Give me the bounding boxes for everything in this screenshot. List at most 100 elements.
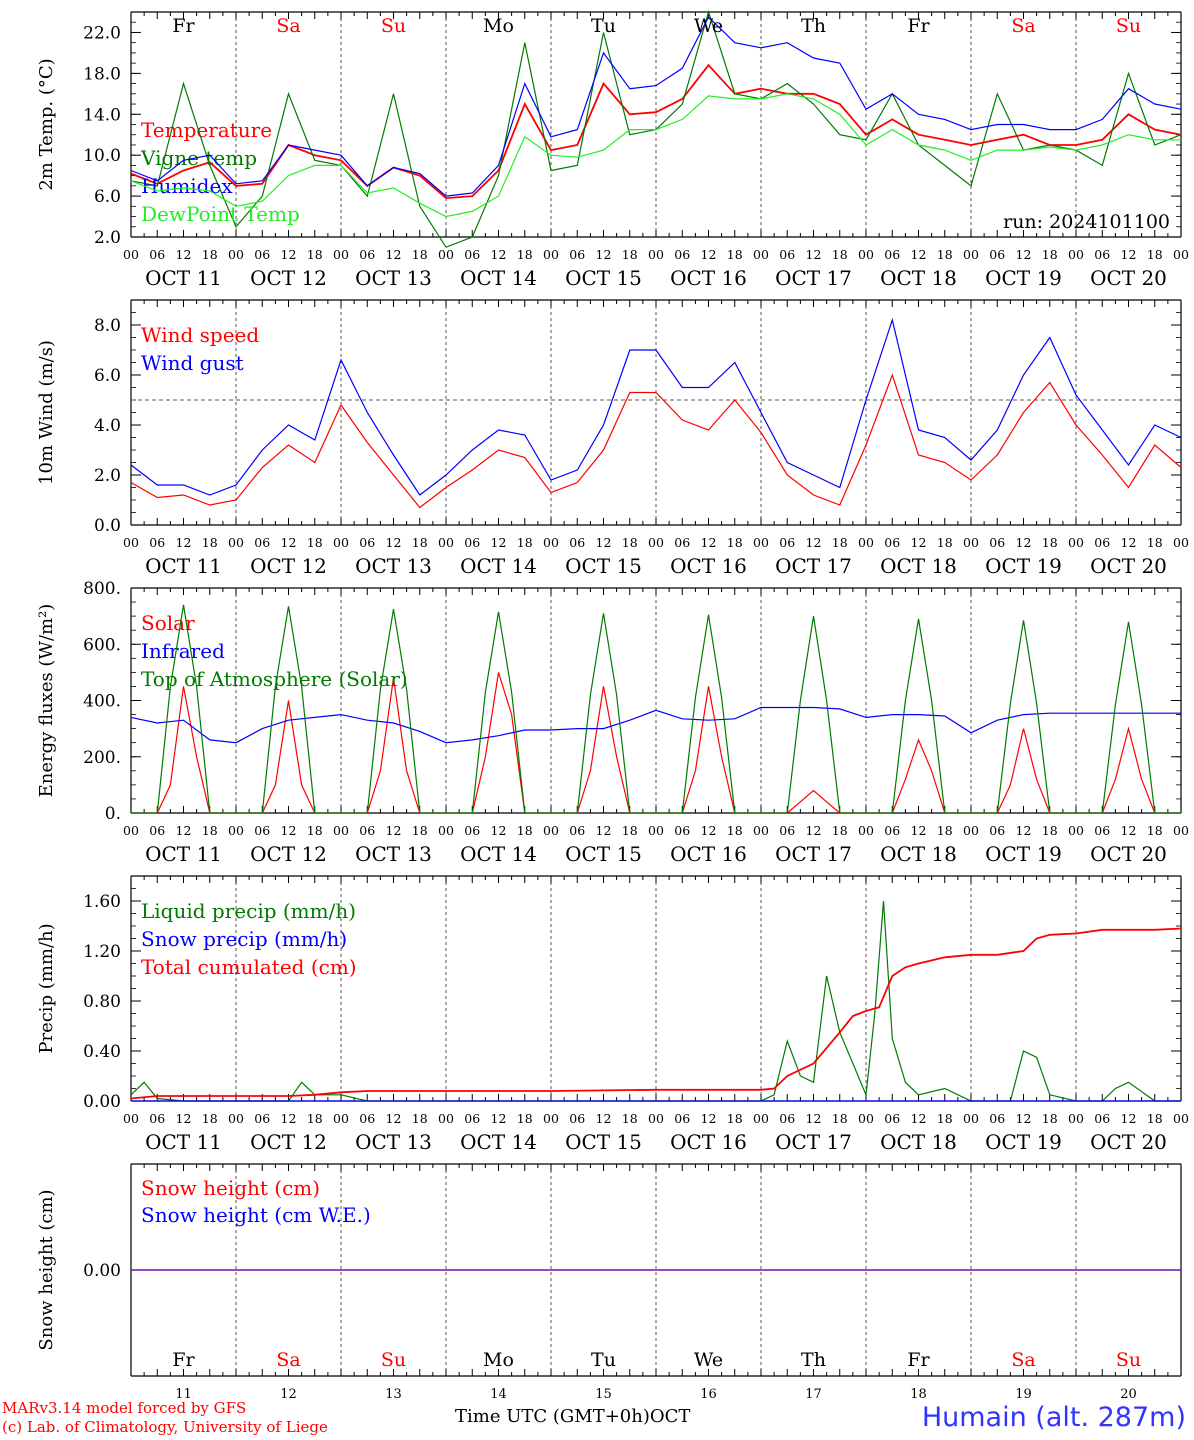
- y-axis-label: Snow height (cm): [36, 1189, 57, 1350]
- hour-label: 18: [307, 535, 323, 550]
- hour-label: 06: [779, 1111, 795, 1126]
- hour-label: 06: [359, 1111, 375, 1126]
- day-number: 11: [175, 1387, 192, 1402]
- hour-label: 06: [569, 823, 585, 838]
- hour-label: 12: [911, 535, 927, 550]
- date-label: OCT 15: [565, 842, 642, 866]
- y-tick-label: 0.00: [83, 1092, 121, 1112]
- hour-label: 18: [517, 247, 533, 262]
- date-label: OCT 17: [775, 842, 852, 866]
- hour-label: 06: [1094, 1111, 1110, 1126]
- date-label: OCT 14: [460, 842, 537, 866]
- weekday-label-top: Fr: [172, 15, 195, 37]
- hour-label: 12: [911, 247, 927, 262]
- hour-label: 00: [333, 247, 349, 262]
- hour-label: 00: [543, 247, 559, 262]
- hour-label: 00: [228, 535, 244, 550]
- hour-label: 12: [281, 535, 297, 550]
- date-label: OCT 14: [460, 266, 537, 290]
- hour-label: 06: [359, 535, 375, 550]
- hour-label: 06: [1094, 535, 1110, 550]
- weekday-label-top: Su: [381, 15, 406, 37]
- series-line-wind-gust: [130, 317, 1182, 496]
- day-number: 14: [490, 1387, 507, 1402]
- hour-label: 06: [254, 1111, 270, 1126]
- y-tick-label: 0.: [105, 804, 121, 824]
- weekday-label-bottom: Fr: [172, 1349, 195, 1371]
- hour-label: 18: [727, 823, 743, 838]
- legend-snow-height-cm-w-e-: Snow height (cm W.E.): [141, 1203, 371, 1227]
- hour-label: 06: [989, 1111, 1005, 1126]
- weekday-label-top: Tu: [591, 15, 616, 37]
- hour-label: 00: [963, 1111, 979, 1126]
- hour-label: 12: [281, 823, 297, 838]
- hour-label: 06: [254, 823, 270, 838]
- hour-label: 18: [937, 535, 953, 550]
- hour-label: 06: [464, 823, 480, 838]
- weekday-label-top: Sa: [1011, 15, 1035, 37]
- hour-label: 06: [1094, 823, 1110, 838]
- hour-label: 12: [386, 247, 402, 262]
- hour-label: 00: [438, 823, 454, 838]
- day-number: 18: [910, 1387, 927, 1402]
- y-axis-label: 10m Wind (m/s): [36, 340, 57, 485]
- legend-total-cumulated-cm-: Total cumulated (cm): [141, 955, 357, 979]
- hour-label: 12: [491, 1111, 507, 1126]
- date-label: OCT 19: [985, 1130, 1062, 1154]
- hour-label: 18: [1042, 247, 1058, 262]
- date-label: OCT 19: [985, 554, 1062, 578]
- weekday-label-bottom: Fr: [907, 1349, 930, 1371]
- legend-infrared: Infrared: [141, 639, 225, 663]
- hour-label: 12: [1121, 1111, 1137, 1126]
- hour-label: 06: [674, 535, 690, 550]
- hour-label: 06: [359, 247, 375, 262]
- y-axis-label: Precip (mm/h): [36, 923, 57, 1053]
- hour-label: 18: [412, 1111, 428, 1126]
- hour-label: 00: [963, 247, 979, 262]
- date-label: OCT 18: [880, 1130, 957, 1154]
- date-label: OCT 17: [775, 266, 852, 290]
- hour-label: 00: [543, 823, 559, 838]
- date-label: OCT 15: [565, 1130, 642, 1154]
- date-label: OCT 14: [460, 554, 537, 578]
- x-axis-label: Time UTC (GMT+0h): [455, 1406, 650, 1427]
- weekday-label-top: Su: [1116, 15, 1141, 37]
- hour-label: 12: [491, 535, 507, 550]
- date-label: OCT 18: [880, 266, 957, 290]
- weekday-label-top: Th: [801, 15, 826, 37]
- day-number: 13: [385, 1387, 402, 1402]
- y-tick-label: 10.0: [83, 146, 121, 166]
- hour-label: 00: [753, 823, 769, 838]
- hour-label: 06: [149, 535, 165, 550]
- date-label: OCT 14: [460, 1130, 537, 1154]
- date-label: OCT 20: [1090, 842, 1167, 866]
- hour-label: 18: [622, 247, 638, 262]
- hour-label: 06: [569, 247, 585, 262]
- hour-label: 12: [596, 535, 612, 550]
- day-number: 15: [595, 1387, 612, 1402]
- hour-label: 12: [701, 1111, 717, 1126]
- hour-label: 12: [491, 823, 507, 838]
- y-tick-label: 1.20: [83, 942, 121, 962]
- hour-label: 12: [911, 823, 927, 838]
- hour-label: 06: [149, 1111, 165, 1126]
- hour-label: 12: [911, 1111, 927, 1126]
- y-tick-label: 0.80: [83, 992, 121, 1012]
- hour-label: 00: [333, 535, 349, 550]
- hour-label: 18: [412, 535, 428, 550]
- date-label: OCT 16: [670, 842, 747, 866]
- date-label: OCT 18: [880, 842, 957, 866]
- weekday-label-top: Sa: [276, 15, 300, 37]
- legend-wind-gust: Wind gust: [141, 351, 244, 375]
- hour-label: 00: [1173, 1111, 1189, 1126]
- hour-label: 00: [963, 823, 979, 838]
- hour-label: 06: [779, 823, 795, 838]
- hour-label: 06: [464, 247, 480, 262]
- hour-label: 18: [727, 247, 743, 262]
- y-tick-label: 18.0: [83, 64, 121, 84]
- hour-label: 18: [307, 1111, 323, 1126]
- y-axis-label: 2m Temp. (°C): [36, 58, 57, 190]
- date-label: OCT 11: [145, 1130, 222, 1154]
- hour-label: 18: [937, 823, 953, 838]
- hour-label: 12: [1121, 535, 1137, 550]
